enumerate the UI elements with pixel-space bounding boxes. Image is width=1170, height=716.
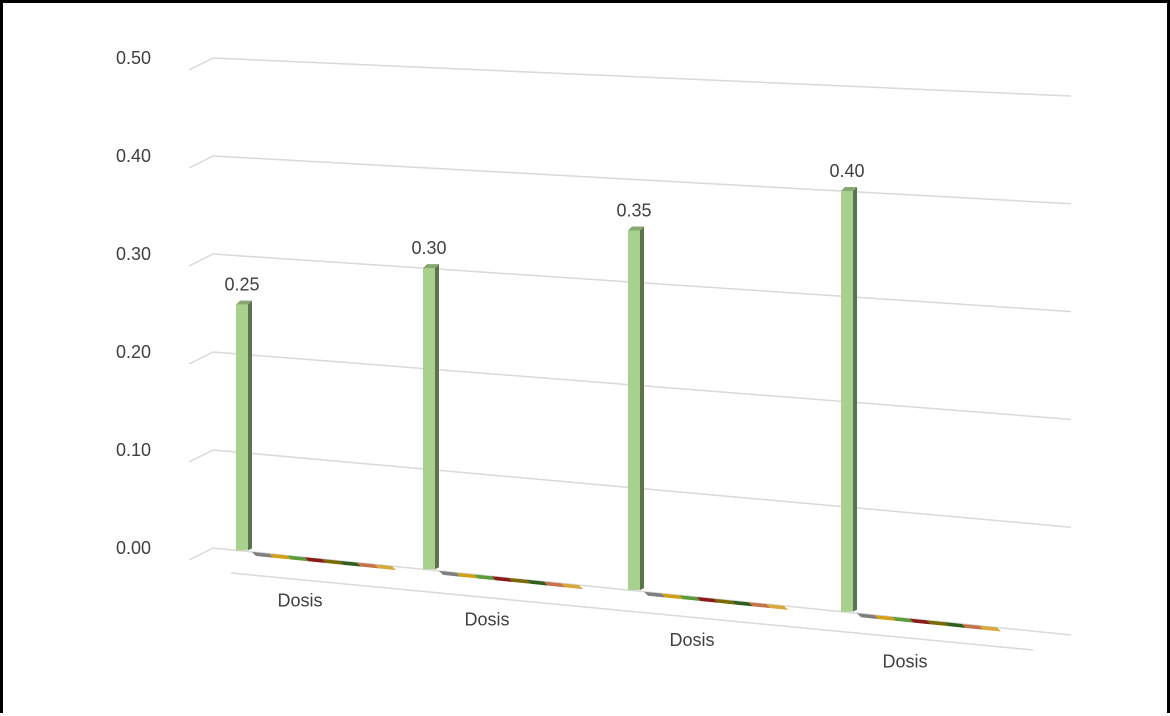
gridline-depth: [188, 547, 214, 561]
bar-top: [423, 264, 439, 269]
bar-side: [435, 264, 439, 570]
gridline-depth: [188, 253, 214, 267]
floor-bar: [731, 600, 753, 607]
floor-bar: [909, 618, 931, 625]
floor-bar: [526, 579, 548, 586]
data-label: 0.30: [411, 238, 446, 258]
category-label: Dosis: [464, 609, 509, 629]
gridline-depth: [188, 57, 214, 71]
bar-side: [640, 226, 644, 591]
floor-bar: [339, 560, 361, 567]
floor-bar: [544, 581, 566, 588]
bar-side: [248, 300, 252, 551]
floor-bar: [287, 555, 309, 562]
gridline-depth: [188, 449, 214, 463]
bar: [841, 190, 853, 612]
floor-bar: [644, 591, 666, 598]
floor-bar: [661, 593, 683, 600]
y-tick-label: 0.40: [116, 146, 151, 166]
floor-bar: [927, 620, 949, 627]
floor-bar: [491, 576, 513, 583]
bar-chart: 0.00 0.10 0.20 0.30 0.40 0.50 0.25 Dosis 0.30 Dos…: [116, 48, 1072, 672]
floor-bar: [357, 562, 379, 569]
bar-top: [841, 186, 857, 191]
y-tick-label: 0.10: [116, 440, 151, 460]
floor-edge: [230, 572, 1034, 651]
gridline: [212, 155, 1072, 205]
floor-bar: [857, 613, 879, 620]
y-tick-label: 0.30: [116, 244, 151, 264]
floor-bar: [892, 616, 914, 623]
floor-bar: [269, 553, 291, 560]
bar: [423, 268, 435, 570]
y-tick-label: 0.00: [116, 538, 151, 558]
y-tick-label: 0.20: [116, 342, 151, 362]
floor-bar: [509, 578, 531, 584]
floor-bar: [679, 595, 701, 602]
floor-bar: [749, 602, 771, 609]
gridline: [212, 57, 1072, 97]
gridline-depth: [188, 351, 214, 365]
floor-bar: [766, 604, 788, 610]
floor-bar: [322, 559, 344, 565]
floor-bar: [374, 564, 396, 571]
data-label: 0.25: [224, 275, 259, 295]
floor-bar: [304, 557, 326, 564]
category-label: Dosis: [277, 590, 322, 610]
floor-bar: [252, 551, 274, 558]
floor-bar: [474, 574, 496, 581]
category-label: Dosis: [882, 652, 927, 672]
bar-top: [236, 300, 252, 305]
floor-bar: [714, 598, 736, 605]
floor-bar: [561, 583, 583, 590]
floor-bar: [944, 622, 966, 628]
floor-bar: [696, 597, 718, 603]
y-tick-label: 0.50: [116, 48, 151, 68]
bar-top: [628, 226, 644, 231]
bar: [236, 304, 248, 551]
gridline-depth: [188, 155, 214, 169]
bar-side: [853, 186, 857, 612]
floor-bar: [962, 623, 984, 630]
floor-bar: [979, 625, 1001, 632]
bar: [628, 230, 640, 591]
floor-bar: [439, 570, 461, 577]
data-label: 0.40: [829, 161, 864, 181]
category-label: Dosis: [669, 630, 714, 650]
floor-bar: [874, 615, 896, 621]
data-label: 0.35: [616, 200, 651, 220]
floor-bar: [456, 572, 478, 579]
